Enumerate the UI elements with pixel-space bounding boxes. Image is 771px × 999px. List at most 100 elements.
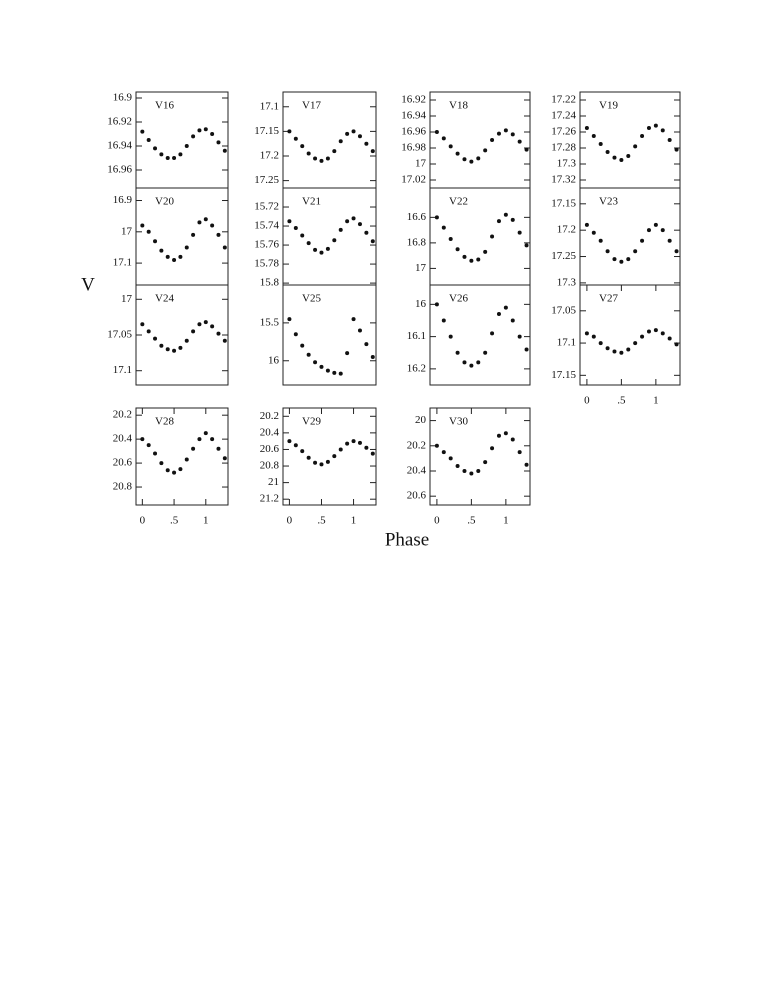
x-tick-label: .5 [317, 515, 326, 527]
data-point [469, 159, 474, 164]
y-tick-label: 17.2 [557, 224, 576, 236]
y-tick-label: 17.25 [254, 174, 279, 186]
panel-frame [135, 284, 229, 386]
panel-title: V20 [155, 196, 174, 208]
x-tick-label: .5 [617, 395, 626, 407]
data-point [626, 347, 631, 352]
y-tick-label: 20 [415, 414, 427, 426]
data-point [184, 457, 189, 462]
y-tick-label: 20.4 [260, 426, 280, 438]
data-point [146, 443, 151, 448]
y-axis-title: V [81, 274, 95, 295]
data-point [345, 219, 350, 224]
data-point [165, 347, 170, 352]
x-tick-label: 0 [584, 395, 590, 407]
data-point [462, 254, 467, 259]
data-point [434, 302, 439, 307]
y-tick-label: 16.96 [107, 164, 132, 176]
data-point [325, 246, 330, 251]
y-tick-label: 15.78 [254, 258, 279, 270]
data-point [222, 338, 227, 343]
data-point [338, 227, 343, 232]
data-point [612, 349, 617, 354]
panel: V27 17.05 17.1 17.15 0 .5 1 [551, 284, 681, 407]
y-tick-label: 17.22 [551, 94, 576, 106]
data-point [165, 468, 170, 473]
data-point [510, 318, 515, 323]
data-point [191, 134, 196, 139]
panel-frame [282, 407, 377, 506]
data-point [476, 360, 481, 365]
data-point [674, 342, 679, 347]
y-tick-label: 17.15 [551, 197, 576, 209]
y-tick-label: 20.2 [113, 409, 132, 421]
data-point [524, 347, 529, 352]
panel: V23 17.15 17.2 17.25 17.3 [551, 187, 681, 288]
data-point [448, 334, 453, 339]
data-point [287, 317, 292, 322]
y-tick-label: 20.6 [260, 443, 280, 455]
y-tick-label: 20.2 [260, 410, 279, 422]
data-point [146, 329, 151, 334]
data-point [667, 138, 672, 142]
y-tick-label: 17.1 [113, 257, 132, 269]
data-point [153, 336, 158, 341]
data-point [146, 138, 151, 142]
data-point [490, 446, 495, 451]
data-point [159, 248, 164, 253]
y-tick-label: 17.1 [113, 364, 132, 376]
y-tick-label: 20.4 [113, 433, 133, 445]
data-point [210, 324, 215, 329]
y-tick-label: 16.1 [407, 330, 426, 342]
data-point [178, 345, 183, 350]
data-point [598, 238, 603, 243]
data-point [524, 462, 529, 467]
data-point [153, 451, 158, 456]
data-point [293, 136, 298, 141]
data-point [300, 449, 305, 454]
panel-frame [429, 91, 531, 189]
data-point [184, 338, 189, 343]
data-point [503, 431, 508, 436]
panel-frame [579, 187, 681, 286]
data-point [455, 350, 460, 355]
data-point [153, 146, 158, 151]
x-tick-label: 1 [203, 515, 209, 527]
data-point [646, 126, 651, 130]
data-point [503, 128, 508, 133]
data-point [441, 450, 446, 455]
data-point [338, 371, 343, 376]
data-point [222, 245, 227, 250]
data-point [496, 219, 501, 224]
panel-title: V16 [155, 100, 174, 112]
y-tick-label: 17.32 [551, 174, 576, 186]
y-tick-label: 17.1 [260, 100, 279, 112]
data-point [293, 443, 298, 448]
data-point [469, 471, 474, 476]
data-point [370, 354, 375, 359]
y-tick-label: 16.9 [113, 194, 133, 206]
data-point [319, 462, 324, 467]
data-point [370, 239, 375, 244]
data-point [605, 346, 610, 351]
data-point [345, 131, 350, 136]
data-point [660, 128, 665, 133]
panel: V24 17 17.05 17.1 [107, 284, 229, 386]
data-point [306, 455, 311, 460]
data-point [434, 443, 439, 448]
data-point [619, 158, 624, 162]
panel-title: V19 [599, 100, 618, 112]
data-point [210, 437, 215, 442]
data-point [178, 152, 183, 157]
data-point [216, 140, 221, 145]
data-point [332, 454, 337, 459]
data-point [462, 468, 467, 473]
data-point [510, 437, 515, 442]
data-point [178, 467, 183, 472]
data-point [496, 312, 501, 317]
data-point [483, 148, 488, 153]
data-point [357, 440, 362, 445]
data-point [605, 249, 610, 254]
